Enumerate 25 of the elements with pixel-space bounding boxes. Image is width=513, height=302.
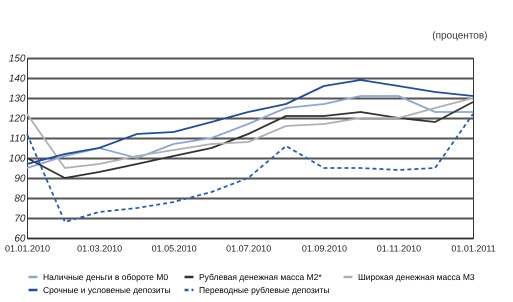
x-tick-label: 01.11.2010 [376,244,422,254]
line-series [26,79,474,165]
y-tick-label: 140 [8,74,26,84]
legend-label: Широкая денежная масса М3 [358,272,475,282]
y-tick-label: 130 [8,94,26,104]
legend-label: Срочные и условеные депозиты [43,285,171,295]
x-tick-label: 01.03.2010 [77,244,122,254]
y-tick-label: 100 [8,154,26,164]
y-tick-label: 120 [8,114,26,124]
legend-label: Переводные рублевые депозиты [199,285,330,295]
y-tick-label: 60 [14,234,26,244]
legend-label: Наличные деньги в обороте М0 [43,272,168,282]
x-tick-label: 01.05.2010 [152,244,197,254]
y-tick-label: 150 [8,54,26,64]
y-tick-label: 110 [10,134,26,144]
x-tick-label: 01.01.2010 [4,244,50,254]
x-tick-label: 01.07.2010 [226,244,272,254]
y-tick-label: 70 [14,214,26,224]
x-tick-label: 01.09.2010 [302,244,347,254]
line-series [26,113,474,223]
legend-label: Рублевая денежная масса М2* [199,272,322,282]
y-tick-label: 80 [14,194,26,204]
y-tick-label: 90 [14,174,26,184]
x-tick-label: 01.01.2011 [451,244,496,254]
y-axis-title: (процентов) [432,30,488,42]
